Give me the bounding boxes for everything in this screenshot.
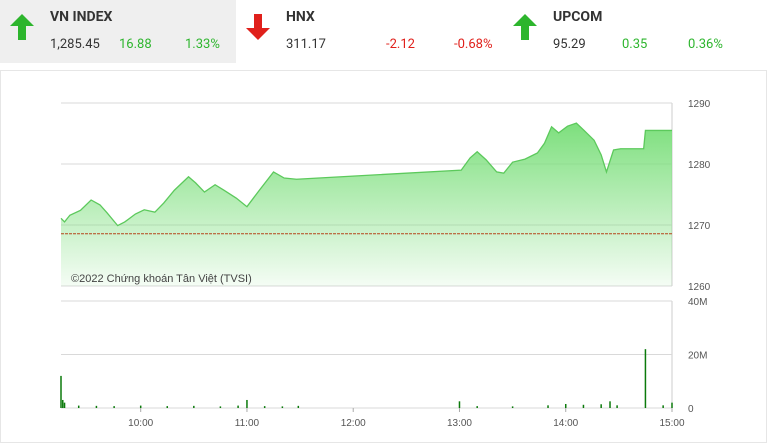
change: -2.12 xyxy=(386,37,415,52)
x-tick-label: 15:00 xyxy=(659,418,684,429)
volume-bar xyxy=(95,405,98,408)
price-area xyxy=(61,123,672,286)
index-panel[interactable]: HNX 311.17 -2.12 -0.68% xyxy=(236,0,493,63)
volume-bar xyxy=(644,349,647,408)
volume-bar xyxy=(547,405,549,408)
direction-arrow xyxy=(10,14,34,40)
name: VN INDEX xyxy=(50,9,113,25)
price: 1,285.45 xyxy=(50,37,100,52)
volume-bar xyxy=(476,406,478,408)
volume-bar xyxy=(77,405,80,408)
volume-bar xyxy=(263,406,266,408)
percent: 1.33% xyxy=(185,37,220,52)
x-tick-label: 13:00 xyxy=(447,418,472,429)
direction-arrow xyxy=(246,14,270,40)
volume-bar xyxy=(237,405,239,408)
volume-bar xyxy=(616,405,618,408)
volume-bar xyxy=(671,402,673,408)
volume-bar xyxy=(281,406,284,408)
volume-bar xyxy=(458,401,461,408)
index-panel[interactable]: VN INDEX 1,285.45 16.88 1.33% xyxy=(0,0,236,63)
y-tick-label: 1270 xyxy=(688,221,711,232)
volume-bar xyxy=(219,406,222,408)
volume-bar xyxy=(609,401,611,408)
percent: 0.36% xyxy=(688,37,723,52)
change: 16.88 xyxy=(119,37,152,52)
volume-bar xyxy=(582,404,585,408)
y-tick-label: 1260 xyxy=(688,282,711,293)
x-tick-label: 14:00 xyxy=(553,418,578,429)
name: HNX xyxy=(286,9,315,25)
y-tick-label: 1280 xyxy=(688,160,711,171)
volume-bar xyxy=(139,405,142,408)
change: 0.35 xyxy=(622,37,648,52)
x-tick-label: 11:00 xyxy=(235,418,260,429)
direction-arrow xyxy=(513,14,537,40)
volume-bar xyxy=(662,405,664,408)
name: UPCOM xyxy=(553,9,603,25)
y-tick-label: 0 xyxy=(688,404,694,415)
x-tick-label: 12:00 xyxy=(341,418,366,429)
y-tick-label: 20M xyxy=(688,351,707,362)
volume-bar xyxy=(511,406,514,408)
volume-bar xyxy=(297,405,300,408)
y-tick-label: 1290 xyxy=(688,99,711,110)
volume-bar xyxy=(62,399,64,408)
volume-bar xyxy=(166,406,169,408)
volume-bar xyxy=(113,406,115,408)
volume-bar xyxy=(564,403,567,408)
y-tick-label: 40M xyxy=(688,297,707,308)
annotation: ©2022 Chứng khoán Tân Việt (TVSI) xyxy=(71,273,252,285)
volume-bar xyxy=(600,404,602,408)
percent: -0.68% xyxy=(454,37,493,52)
index-panel[interactable]: UPCOM 95.29 0.35 0.36% xyxy=(503,0,758,63)
x-tick-label: 10:00 xyxy=(128,418,153,429)
price: 311.17 xyxy=(286,37,326,52)
price: 95.29 xyxy=(553,37,586,52)
price-line xyxy=(60,122,672,227)
volume-bar xyxy=(60,375,62,408)
volume-bar xyxy=(246,399,248,408)
volume-bar xyxy=(63,402,66,408)
volume-bar xyxy=(193,405,195,408)
